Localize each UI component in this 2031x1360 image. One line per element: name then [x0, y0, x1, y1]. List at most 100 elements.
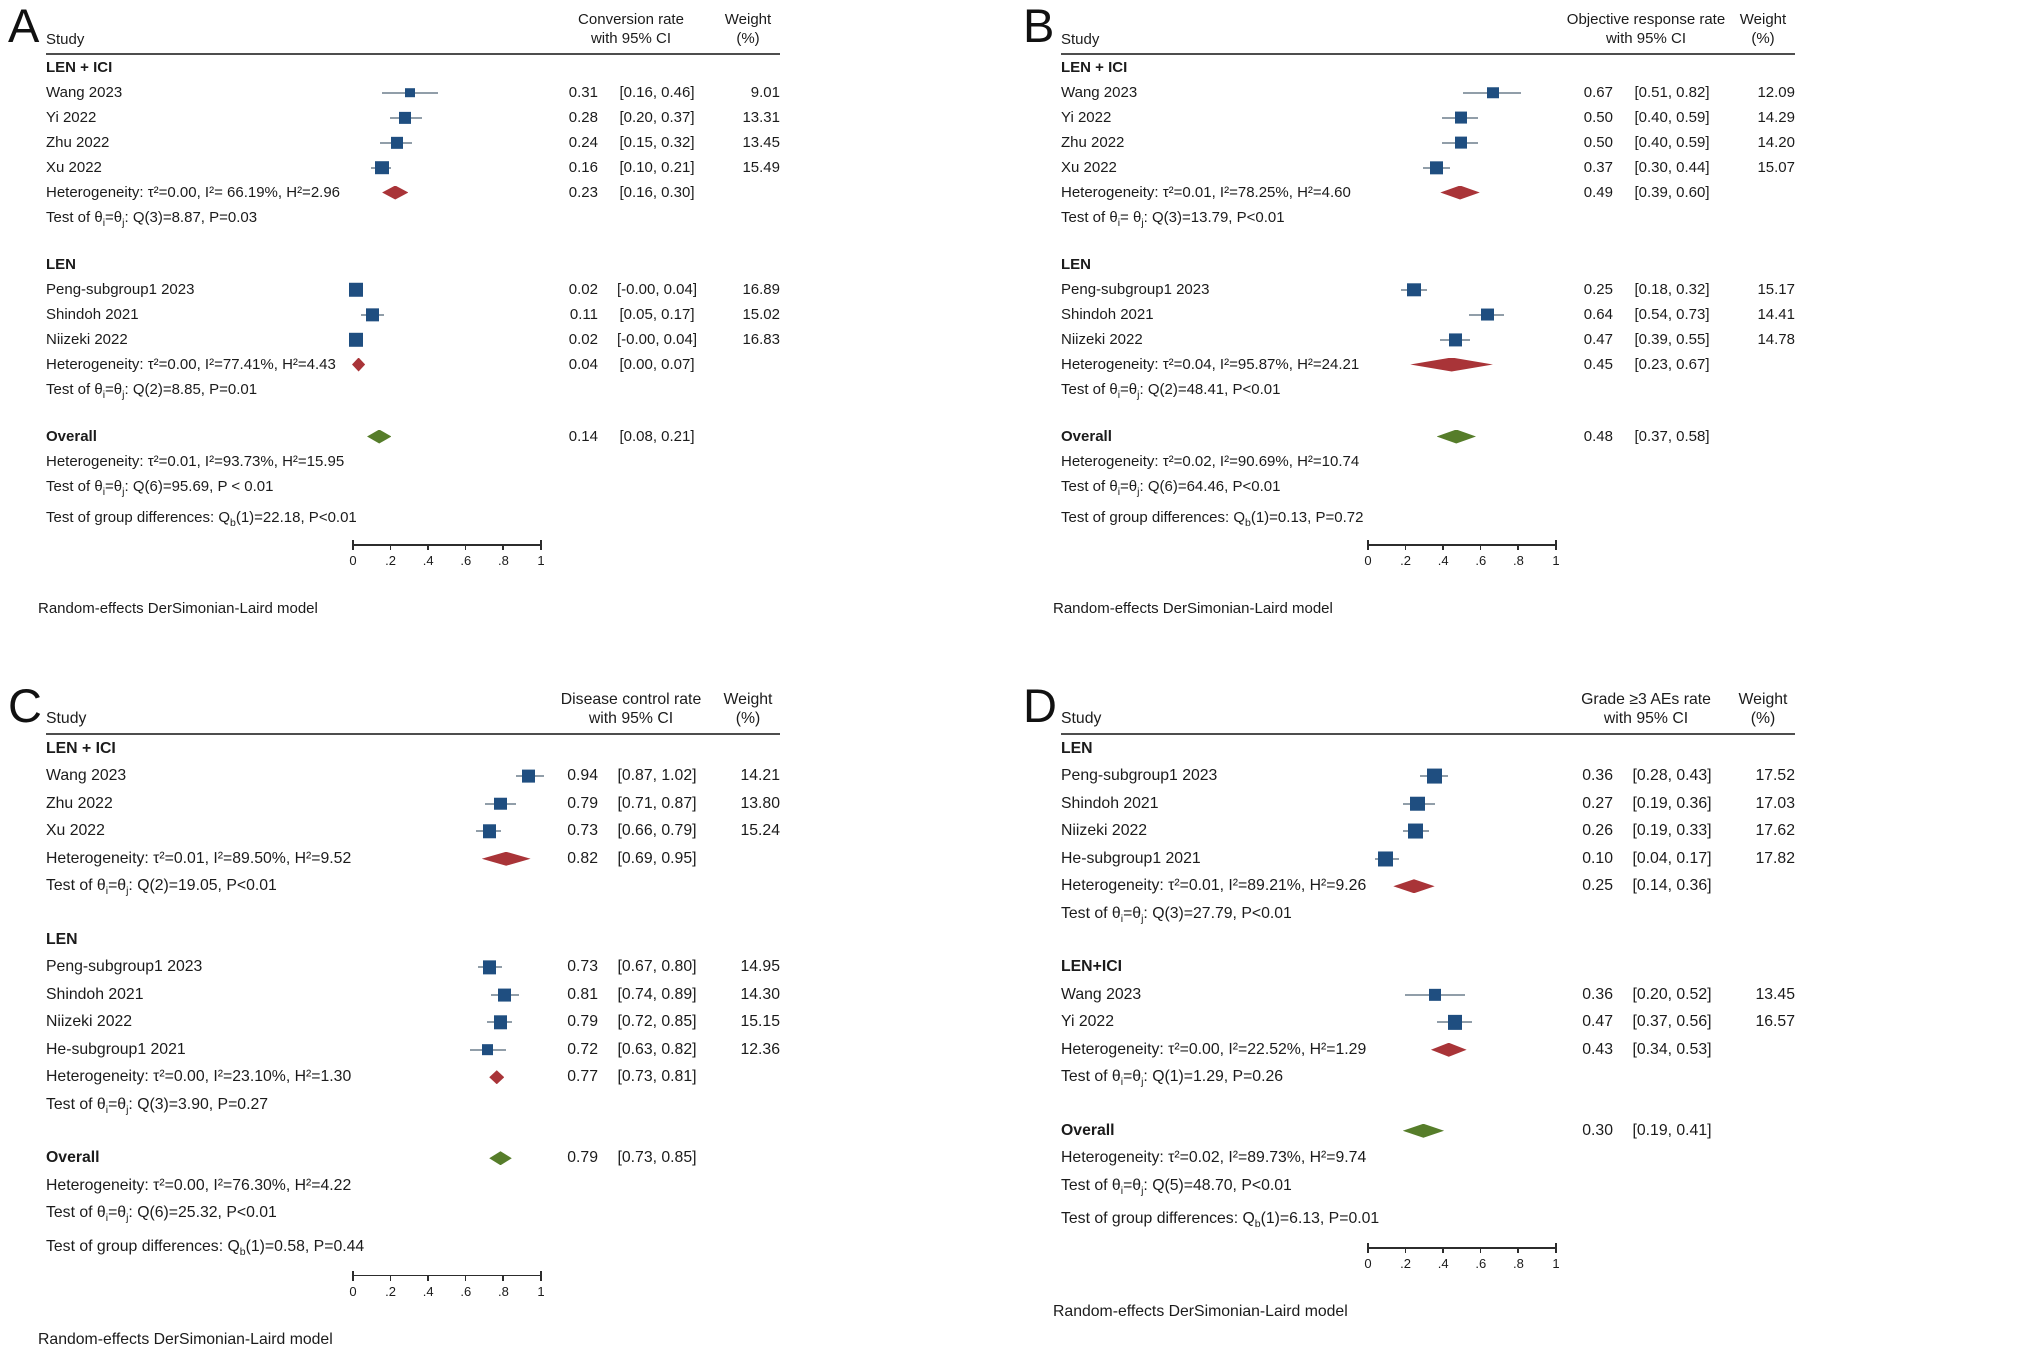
plot-cell — [1361, 302, 1561, 327]
estimate-value: 0.79 — [567, 1149, 598, 1167]
subgroup-pooled-row: Heterogeneity: τ²=0.01, I²=89.50%, H²=9.… — [46, 845, 780, 873]
study-name: Xu 2022 — [46, 822, 105, 840]
axis-tick — [1367, 540, 1369, 550]
ci-value: [-0.00, 0.04] — [616, 331, 698, 348]
subgroup-pooled-row: Heterogeneity: τ²=0.00, I²=23.10%, H²=1.… — [46, 1064, 780, 1092]
effect-title-line: Conversion rate — [578, 11, 684, 28]
subscript: i — [1120, 1076, 1124, 1089]
subscript: i — [105, 1212, 109, 1225]
study-row: Shindoh 2021 0.81 [0.74, 0.89] 14.30 — [46, 981, 780, 1009]
estimate-value: 0.10 — [1582, 849, 1613, 867]
group-header-row: LEN — [46, 926, 780, 954]
weight-header-line: (%) — [735, 710, 761, 727]
study-row: Xu 2022 0.16 [0.10, 0.21] 15.49 — [46, 155, 780, 180]
group-label: LEN — [1061, 256, 1091, 273]
plot-cell — [346, 1036, 546, 1064]
effect-square-marker — [1448, 1015, 1463, 1030]
plot-cell — [1361, 80, 1561, 105]
study-row: Zhu 2022 0.79 [0.71, 0.87] 13.80 — [46, 790, 780, 818]
ci-value: [0.10, 0.21] — [619, 159, 695, 176]
estimate-value: 0.81 — [567, 985, 598, 1003]
axis-tick-label: .6 — [1475, 1256, 1487, 1271]
ci-value: [0.51, 0.82] — [1634, 84, 1710, 101]
panel-letter: B — [1023, 0, 1055, 52]
test-text: Test of θi= θj: Q(3)=13.79, P<0.01 — [1061, 209, 1285, 229]
effect-square-marker — [390, 136, 404, 149]
ci-value: [0.34, 0.53] — [1632, 1040, 1712, 1058]
ci-value: [0.69, 0.95] — [617, 849, 697, 867]
group-diff-row: Test of group differences: Qb(1)=0.58, P… — [46, 1233, 780, 1261]
subgroup-test-row: Test of θi=θj: Q(2)=8.85, P=0.01 — [46, 377, 780, 402]
subgroup-diamond-marker — [1410, 357, 1493, 372]
heterogeneity-text: Heterogeneity: τ²=0.01, I²=89.50%, H²=9.… — [46, 849, 352, 867]
weight-value: 13.45 — [742, 134, 780, 151]
weight-value: 15.07 — [1757, 159, 1795, 176]
group-label: LEN+ICI — [1061, 958, 1123, 976]
overall-diamond-marker — [367, 429, 392, 444]
study-name: Xu 2022 — [1061, 159, 1117, 176]
estimate-value: 0.94 — [567, 767, 598, 785]
plot-cell — [346, 818, 546, 846]
axis-tick-label: 1 — [537, 553, 545, 568]
effect-title-line: Objective response rate — [1566, 11, 1726, 28]
column-header-row: Study Objective response rate with 95% CI W… — [1061, 10, 1795, 55]
axis-tick — [1404, 1248, 1407, 1253]
group-diff-text: Test of group differences: Qb(1)=22.18, … — [46, 509, 357, 529]
test-text: Test of θi=θj: Q(6)=95.69, P < 0.01 — [46, 478, 274, 498]
subgroup-test-row: Test of θi=θj: Q(3)=27.79, P<0.01 — [1061, 900, 1795, 928]
plot-cell — [346, 763, 546, 791]
overall-diamond-marker — [1402, 1123, 1445, 1138]
effect-square-marker — [1408, 823, 1424, 839]
weight-value: 14.21 — [740, 767, 780, 785]
plot-cell — [346, 180, 546, 205]
subgroup-test-row: Test of θi=θj: Q(3)=3.90, P=0.27 — [46, 1091, 780, 1119]
heterogeneity-text: Heterogeneity: τ²=0.02, I²=89.73%, H²=9.… — [1061, 1149, 1367, 1167]
axis-tick-label: 0 — [349, 1283, 357, 1299]
ci-value: [0.16, 0.46] — [619, 84, 695, 101]
weight-value: 12.36 — [740, 1040, 780, 1058]
axis-tick-label: .2 — [385, 553, 397, 568]
subscript: i — [1117, 217, 1121, 229]
study-row: Yi 2022 0.50 [0.40, 0.59] 14.29 — [1061, 105, 1795, 130]
effect-title-line: Disease control rate — [560, 691, 702, 708]
axis-tick-label: 1 — [537, 1283, 545, 1299]
estimate-value: 0.30 — [1582, 1121, 1613, 1139]
axis-tick — [464, 1275, 467, 1281]
effect-square-marker — [375, 160, 389, 175]
plot-cell — [1361, 981, 1561, 1009]
test-text: Test of θi=θj: Q(2)=19.05, P<0.01 — [46, 877, 277, 898]
plot-cell — [346, 1009, 546, 1037]
weight-header-line: (%) — [1750, 710, 1776, 727]
ci-value: [0.72, 0.85] — [617, 1013, 697, 1031]
plot-cell — [346, 790, 546, 818]
plot-cell — [346, 352, 546, 377]
subgroup-diamond-marker — [481, 851, 531, 866]
study-name: Shindoh 2021 — [46, 306, 139, 323]
plot-cell — [1361, 424, 1561, 449]
test-text: Test of θi=θj: Q(1)=1.29, P=0.26 — [1061, 1068, 1284, 1089]
subscript: j — [1141, 1076, 1144, 1089]
subgroup-diamond-marker — [1440, 185, 1480, 200]
subscript: i — [1117, 486, 1121, 498]
study-name: Shindoh 2021 — [46, 985, 144, 1003]
group-label: LEN — [46, 256, 76, 273]
plot-cell — [346, 80, 546, 105]
overall-test-row: Test of θi=θj: Q(5)=48.70, P<0.01 — [1061, 1172, 1795, 1200]
study-row: He-subgroup1 2021 0.72 [0.63, 0.82] 12.36 — [46, 1036, 780, 1064]
effect-title-line: with 95% CI — [590, 30, 672, 47]
weight-value: 14.41 — [1757, 306, 1795, 323]
overall-label: Overall — [1061, 1121, 1115, 1139]
axis-tick-label: .4 — [422, 1283, 434, 1299]
study-name: Wang 2023 — [1061, 84, 1138, 101]
axis-tick — [1442, 1248, 1444, 1253]
effect-title: Disease control rate with 95% CI — [546, 690, 716, 728]
heterogeneity-text: Heterogeneity: τ²=0.01, I²=93.73%, H²=15… — [46, 453, 345, 470]
group-header-row: LEN — [1061, 735, 1795, 763]
weight-column-header: Weight (%) — [1731, 10, 1795, 48]
subgroup-test-row: Test of θi=θj: Q(3)=8.87, P=0.03 — [46, 205, 780, 230]
study-name: Niizeki 2022 — [1061, 822, 1148, 840]
group-label: LEN + ICI — [1061, 59, 1128, 76]
estimate-value: 0.02 — [568, 331, 598, 348]
subscript: i — [102, 486, 106, 498]
overall-heterogeneity-row: Heterogeneity: τ²=0.02, I²=89.73%, H²=9.… — [1061, 1145, 1795, 1173]
